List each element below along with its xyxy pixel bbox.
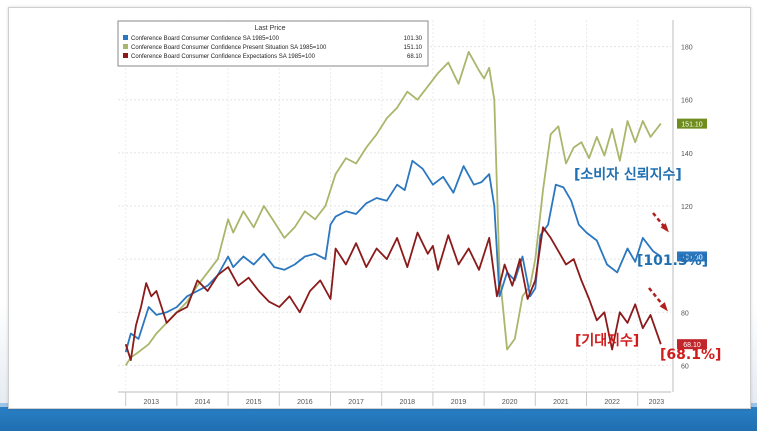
ci-down-arrow-head [660,223,669,233]
consumer-confidence-callout: [소비자 신뢰지수] [574,167,682,183]
series-line-2 [124,226,662,362]
x-tick-2017: 2017 [348,399,364,406]
x-tick-2023: 2023 [649,399,665,406]
legend-value-0: 101.30 [404,36,423,42]
exp-down-arrow-head [659,302,668,312]
legend-swatch-1 [123,44,128,49]
y-tick-80: 80 [681,310,689,317]
last-tag-2: 68.10 [683,342,701,349]
grid-layer [118,20,671,392]
ci-down-arrow-shaft [652,212,668,231]
legend-value-1: 151.10 [404,45,423,51]
x-tick-2018: 2018 [400,399,416,406]
consumer-confidence-value-callout: [101.3%] [637,253,709,269]
x-tick-2014: 2014 [195,399,211,406]
legend-entry-1: Conference Board Consumer Confidence Pre… [131,45,327,51]
x-tick-2019: 2019 [451,399,467,406]
last-tag-bg-2 [677,339,707,350]
x-tick-2016: 2016 [297,399,313,406]
legend: Last Price Conference Board Consumer Conf… [117,20,429,67]
last-tag-0: 151.10 [681,122,703,129]
y-tick-60: 60 [681,363,689,370]
x-tick-2013: 2013 [143,399,159,406]
expectations-callout: [기대지수] [575,333,640,349]
last-tag-1: 101.30 [681,254,703,261]
series-line-1 [124,51,662,366]
legend-value-2: 68.10 [407,54,423,60]
y-tick-120: 120 [681,204,693,211]
series-layer [124,51,662,366]
legend-box [117,20,429,67]
legend-swatch-2 [123,53,128,58]
last-tag-bg-1 [677,251,707,262]
legend-entry-2: Conference Board Consumer Confidence Exp… [131,54,316,60]
bottom-band [0,407,757,431]
x-tick-2015: 2015 [246,399,262,406]
trend-arrows [648,212,669,312]
x-tick-2022: 2022 [604,399,620,406]
y-tick-140: 140 [681,151,693,158]
last-tag-bg-0 [677,118,707,129]
y-tick-160: 160 [681,98,693,105]
last-price-tags: 151.10 101.30 68.10 [677,118,707,350]
legend-entry-0: Conference Board Consumer Confidence SA … [131,36,280,42]
legend-title: Last Price [254,25,285,32]
x-tick-2021: 2021 [553,399,569,406]
x-tick-2020: 2020 [502,399,518,406]
y-tick-180: 180 [681,45,693,52]
legend-swatch-0 [123,35,128,40]
series-line-0 [124,159,662,353]
expectations-value-callout: [68.1%] [660,347,722,363]
